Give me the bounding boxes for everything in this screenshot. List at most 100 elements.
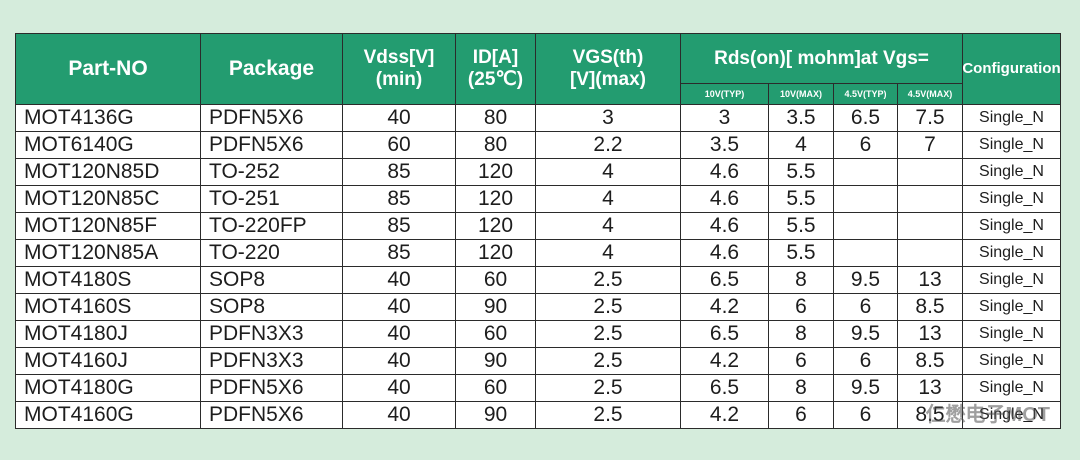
table-cell: MOT4180G bbox=[15, 374, 201, 402]
table-cell: MOT120N85C bbox=[15, 185, 201, 213]
table-cell: 60 bbox=[455, 266, 536, 294]
table-cell bbox=[897, 185, 963, 213]
table-cell: 6 bbox=[833, 131, 898, 159]
table-cell: 120 bbox=[455, 212, 536, 240]
table-cell bbox=[833, 185, 898, 213]
table-cell: MOT4136G bbox=[15, 104, 201, 132]
table-cell: 60 bbox=[455, 374, 536, 402]
table-cell: 40 bbox=[342, 320, 456, 348]
header-text: 4.5V(TYP) bbox=[844, 88, 887, 99]
table-cell: Single_N bbox=[962, 158, 1061, 186]
table-cell: 85 bbox=[342, 158, 456, 186]
table-cell: 2.5 bbox=[535, 374, 681, 402]
table-cell: 8 bbox=[768, 374, 834, 402]
table-cell: 6.5 bbox=[680, 266, 769, 294]
header-cell: Package bbox=[200, 33, 343, 105]
table-cell bbox=[897, 158, 963, 186]
header-cell: VGS(th) [V](max) bbox=[535, 33, 681, 105]
header-text: Rds(on)[ mohm]at Vgs= bbox=[714, 47, 929, 69]
table-cell: 2.5 bbox=[535, 320, 681, 348]
table-cell: MOT4180J bbox=[15, 320, 201, 348]
table-cell: 40 bbox=[342, 293, 456, 321]
table-cell bbox=[897, 212, 963, 240]
table-cell: 9.5 bbox=[833, 374, 898, 402]
table-cell: TO-252 bbox=[200, 158, 343, 186]
table-cell: 90 bbox=[455, 401, 536, 429]
table-cell: MOT6140G bbox=[15, 131, 201, 159]
table-cell bbox=[833, 158, 898, 186]
table-cell: 3.5 bbox=[768, 104, 834, 132]
table-cell: 90 bbox=[455, 347, 536, 375]
table-cell: MOT120N85A bbox=[15, 239, 201, 267]
table-cell: 4 bbox=[768, 131, 834, 159]
table-cell: 2.5 bbox=[535, 401, 681, 429]
header-cell: Part-NO bbox=[15, 33, 201, 105]
table-cell: 8 bbox=[768, 266, 834, 294]
table-cell: 40 bbox=[342, 401, 456, 429]
table-cell: 3 bbox=[535, 104, 681, 132]
header-subcell: 10V(MAX) bbox=[768, 83, 834, 105]
table-cell: 6.5 bbox=[833, 104, 898, 132]
table-cell: Single_N bbox=[962, 239, 1061, 267]
table-cell: 40 bbox=[342, 104, 456, 132]
header-subcell: 4.5V(TYP) bbox=[833, 83, 898, 105]
table-cell: 120 bbox=[455, 185, 536, 213]
table-cell: PDFN5X6 bbox=[200, 131, 343, 159]
table-cell: 60 bbox=[342, 131, 456, 159]
table-cell: 6 bbox=[833, 347, 898, 375]
table-cell: MOT4180S bbox=[15, 266, 201, 294]
table-cell: Single_N bbox=[962, 401, 1061, 429]
header-text: 4.5V(MAX) bbox=[907, 88, 953, 99]
table-cell: 4.6 bbox=[680, 239, 769, 267]
table-cell: 13 bbox=[897, 266, 963, 294]
table-cell: 4.6 bbox=[680, 158, 769, 186]
header-text: Configuration bbox=[962, 60, 1061, 78]
table-cell: 9.5 bbox=[833, 266, 898, 294]
table-cell: 4 bbox=[535, 239, 681, 267]
table-cell: SOP8 bbox=[200, 266, 343, 294]
header-cell: Configuration bbox=[962, 33, 1061, 105]
table-cell: 13 bbox=[897, 374, 963, 402]
table-cell: 40 bbox=[342, 347, 456, 375]
table-cell: 120 bbox=[455, 158, 536, 186]
table-cell: 5.5 bbox=[768, 158, 834, 186]
table-cell: Single_N bbox=[962, 104, 1061, 132]
table-cell: 6.5 bbox=[680, 320, 769, 348]
table-cell: 4.6 bbox=[680, 185, 769, 213]
table-cell: 80 bbox=[455, 104, 536, 132]
table-cell: MOT120N85D bbox=[15, 158, 201, 186]
table-cell: 85 bbox=[342, 239, 456, 267]
table-cell: 6 bbox=[768, 401, 834, 429]
header-cell: Vdss[V] (min) bbox=[342, 33, 456, 105]
table-cell: 4.2 bbox=[680, 293, 769, 321]
header-text: (25℃) bbox=[467, 69, 524, 90]
table-cell: 7 bbox=[897, 131, 963, 159]
table-cell: PDFN5X6 bbox=[200, 401, 343, 429]
table-cell: MOT120N85F bbox=[15, 212, 201, 240]
table-cell: 4 bbox=[535, 212, 681, 240]
header-subcell: 4.5V(MAX) bbox=[897, 83, 963, 105]
table-cell: 6 bbox=[768, 347, 834, 375]
table-cell: 2.5 bbox=[535, 293, 681, 321]
header-text: Vdss[V] bbox=[363, 47, 435, 69]
table-cell: 7.5 bbox=[897, 104, 963, 132]
table-cell: 9.5 bbox=[833, 320, 898, 348]
table-cell: MOT4160S bbox=[15, 293, 201, 321]
table-cell: PDFN5X6 bbox=[200, 104, 343, 132]
header-text: 10V(TYP) bbox=[704, 88, 745, 99]
table-cell: TO-220 bbox=[200, 239, 343, 267]
table-cell: 8 bbox=[768, 320, 834, 348]
table-cell bbox=[897, 239, 963, 267]
table-cell: 6 bbox=[833, 401, 898, 429]
table-cell: MOT4160G bbox=[15, 401, 201, 429]
header-text: Part-NO bbox=[68, 56, 148, 80]
header-text: [V](max) bbox=[569, 69, 646, 90]
table-cell: 4 bbox=[535, 158, 681, 186]
table-cell: 2.2 bbox=[535, 131, 681, 159]
table-cell: 8.5 bbox=[897, 401, 963, 429]
table-cell: MOT4160J bbox=[15, 347, 201, 375]
header-cell: ID[A] (25℃) bbox=[455, 33, 536, 105]
table-cell: 8.5 bbox=[897, 347, 963, 375]
table-cell: 40 bbox=[342, 374, 456, 402]
